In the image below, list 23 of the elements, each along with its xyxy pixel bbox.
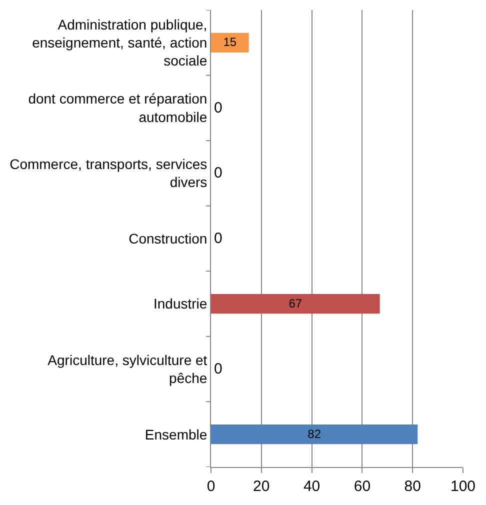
x-tick-label: 20 [253, 478, 270, 495]
y-tick-label: Commerce, transports, services divers [10, 156, 208, 190]
data-label: 0 [214, 230, 222, 247]
x-tick-label: 40 [303, 478, 320, 495]
bar [211, 32, 249, 52]
y-tick-label: Agriculture, sylviculture et pêche [48, 352, 208, 386]
data-label: 82 [308, 426, 322, 441]
x-tick-label: 80 [404, 478, 421, 495]
data-label: 0 [214, 360, 222, 378]
y-tick-label: Industrie [153, 296, 208, 312]
data-label: 15 [223, 35, 237, 50]
y-tick-label: Construction [128, 230, 208, 246]
data-label: 67 [288, 296, 302, 310]
x-tick-label: 0 [206, 478, 216, 495]
bar [211, 294, 380, 314]
y-tick-label: Administration publique, enseignement, santé, action sociale [32, 16, 208, 69]
bar [211, 424, 418, 444]
x-tick-label: 60 [354, 478, 371, 495]
x-tick-label: 100 [450, 478, 476, 495]
y-tick-label: dont commerce et réparation automobile [28, 90, 208, 125]
data-label: 0 [214, 99, 222, 116]
y-tick-label: Ensemble [144, 426, 208, 442]
data-label: 0 [214, 164, 222, 182]
